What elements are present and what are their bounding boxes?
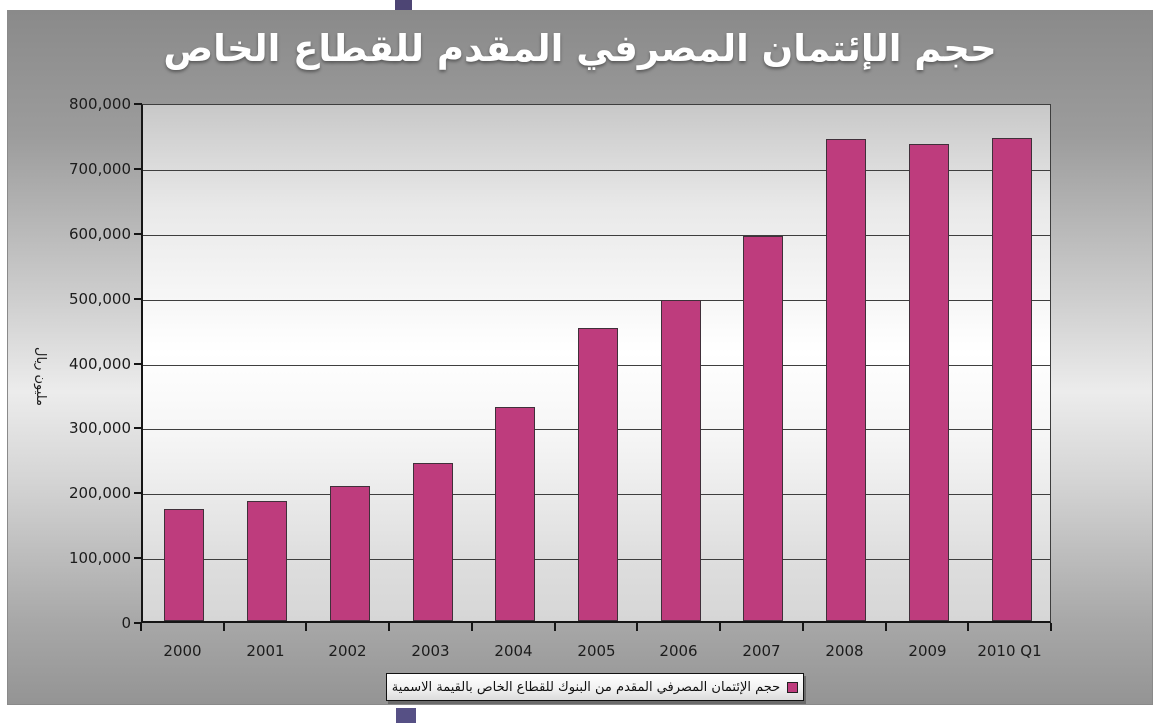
- x-tick-label: 2009: [908, 642, 947, 660]
- legend-series-marker: [787, 681, 799, 693]
- bar: [578, 328, 618, 621]
- y-tick-label: 400,000: [68, 355, 131, 373]
- y-tick-label: 300,000: [68, 419, 131, 437]
- gridline: [143, 170, 1050, 171]
- y-tick-label: 600,000: [68, 225, 131, 243]
- x-tick: [967, 623, 969, 631]
- chart-canvas: حجم الإئتمان المصرفي المقدم للقطاع الخاص…: [7, 10, 1153, 705]
- y-tick-label: 0: [121, 614, 131, 632]
- legend-series-label: حجم الإئتمان المصرفي المقدم من البنوك لل…: [391, 679, 781, 695]
- y-tick: [134, 622, 142, 624]
- bar: [164, 509, 204, 621]
- x-tick: [388, 623, 390, 631]
- x-tick-label: 2002: [328, 642, 367, 660]
- bar: [743, 236, 783, 621]
- gridline: [143, 300, 1050, 301]
- x-tick-label: 2003: [411, 642, 450, 660]
- bar: [247, 501, 287, 621]
- chart-title: حجم الإئتمان المصرفي المقدم للقطاع الخاص: [163, 27, 997, 70]
- plot-area: [141, 104, 1051, 623]
- x-tick: [719, 623, 721, 631]
- x-tick-label: 2004: [494, 642, 533, 660]
- x-tick: [223, 623, 225, 631]
- page-ornament-bottom: [396, 708, 416, 723]
- x-tick-label: 2006: [659, 642, 698, 660]
- y-tick-label: 500,000: [68, 290, 131, 308]
- x-tick-label: 2001: [246, 642, 285, 660]
- y-tick-label: 200,000: [68, 484, 131, 502]
- y-axis-title: مليون ريال: [18, 321, 62, 431]
- x-tick: [885, 623, 887, 631]
- bar: [495, 407, 535, 621]
- x-tick: [1050, 623, 1052, 631]
- legend: حجم الإئتمان المصرفي المقدم من البنوك لل…: [386, 673, 804, 701]
- y-tick: [134, 233, 142, 235]
- bar: [661, 300, 701, 621]
- y-tick-label: 700,000: [68, 160, 131, 178]
- bar: [909, 144, 949, 621]
- bar: [330, 486, 370, 621]
- y-tick: [134, 168, 142, 170]
- x-tick-label: 2007: [742, 642, 781, 660]
- y-tick: [134, 103, 142, 105]
- gridline: [143, 235, 1050, 236]
- bar: [826, 139, 866, 621]
- y-tick: [134, 363, 142, 365]
- x-tick-label: 2010 Q1: [977, 642, 1042, 660]
- y-tick: [134, 492, 142, 494]
- y-tick: [134, 427, 142, 429]
- x-tick: [140, 623, 142, 631]
- x-tick: [636, 623, 638, 631]
- y-tick: [134, 298, 142, 300]
- x-tick: [802, 623, 804, 631]
- bar: [413, 463, 453, 621]
- x-tick-label: 2005: [577, 642, 616, 660]
- x-tick-label: 2008: [825, 642, 864, 660]
- y-tick: [134, 557, 142, 559]
- x-tick-label: 2000: [163, 642, 202, 660]
- x-tick: [305, 623, 307, 631]
- x-tick: [554, 623, 556, 631]
- y-tick-label: 100,000: [68, 549, 131, 567]
- bar: [992, 138, 1032, 621]
- y-tick-label: 800,000: [68, 95, 131, 113]
- x-tick: [471, 623, 473, 631]
